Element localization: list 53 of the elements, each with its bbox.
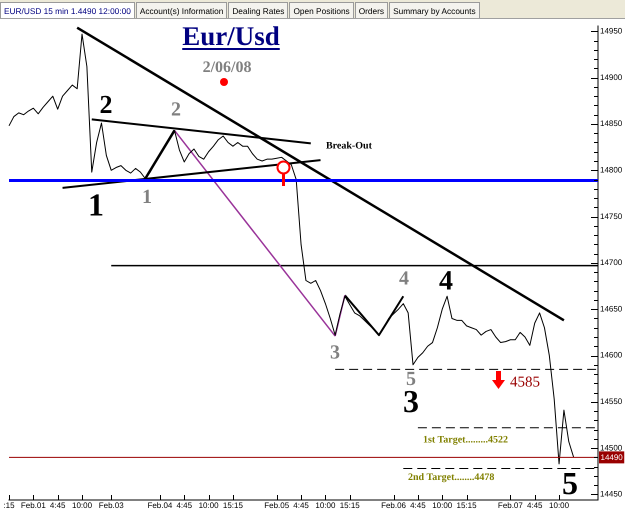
annotation: 3: [330, 341, 340, 364]
x-tick-label: 4:45: [293, 501, 310, 510]
x-tick-label: Feb.03: [98, 501, 124, 510]
y-tick-label: 14700: [600, 258, 623, 268]
text: Open Positions: [289, 2, 354, 18]
x-tick-label: 10:00: [72, 501, 93, 510]
x-tick-label: 15:15: [340, 501, 360, 510]
annotation: Break-Out: [326, 140, 373, 152]
y-tick-label: 14550: [600, 397, 623, 406]
x-tick-label: Feb.04: [147, 501, 173, 510]
annotation: 5: [406, 368, 416, 390]
y-tick-label: 14650: [600, 304, 623, 314]
y-tick-label: 14600: [600, 350, 623, 360]
y-tick-label: 14450: [600, 490, 623, 499]
text: Dealing Rates: [228, 2, 288, 18]
x-tick-label: Feb.07: [498, 501, 524, 510]
x-tick-label: 4:45: [176, 501, 193, 510]
x-tick-label: Feb.05: [264, 501, 290, 510]
y-tick-label: 14850: [600, 119, 623, 128]
text: Account(s) Information: [136, 2, 228, 18]
text: EUR/USD 15 min 1.4490 12:00:00: [0, 2, 135, 18]
annotation: 2: [171, 98, 181, 121]
annotation: 2nd Target........4478: [408, 472, 494, 484]
x-tick-label: Feb.06: [381, 501, 407, 510]
y-tick-label: 14950: [600, 26, 623, 36]
annotation: 1: [88, 186, 104, 222]
annotation: 4: [439, 265, 453, 296]
x-tick-label: 4:45: [410, 501, 426, 510]
text: Orders: [354, 2, 388, 18]
y-tick-label: 14500: [600, 443, 623, 452]
annotation: 1st Target.........4522: [423, 434, 508, 446]
y-tick-label: 14750: [600, 212, 623, 221]
annotation: 2: [100, 90, 112, 119]
x-tick-label: 15:15: [222, 501, 244, 510]
x-tick-label: 4:45: [526, 501, 544, 510]
x-tick-label: 10:00: [315, 501, 336, 510]
chart-title: Eur/Usd: [182, 21, 280, 51]
x-tick-label: 10:00: [432, 501, 453, 510]
annotation: 1: [142, 186, 152, 208]
x-tick-label: 10:00: [549, 501, 570, 510]
x-tick-label: :15: [3, 501, 16, 510]
x-tick-label: 10:00: [198, 501, 220, 510]
annotation: 4: [399, 267, 409, 290]
annotation: 5: [562, 465, 578, 502]
y-tick-label: 14900: [600, 72, 623, 82]
text: Summary by Accounts: [389, 2, 480, 18]
ref-line-label: 14490: [600, 453, 624, 462]
annotation: 4585: [510, 374, 540, 390]
x-tick-label: 15:15: [456, 501, 478, 510]
text: 2/06/08: [202, 59, 252, 76]
y-tick-label: 14800: [600, 165, 623, 174]
x-tick-label: 4:45: [50, 501, 66, 510]
x-tick-label: Feb.01: [20, 501, 46, 510]
